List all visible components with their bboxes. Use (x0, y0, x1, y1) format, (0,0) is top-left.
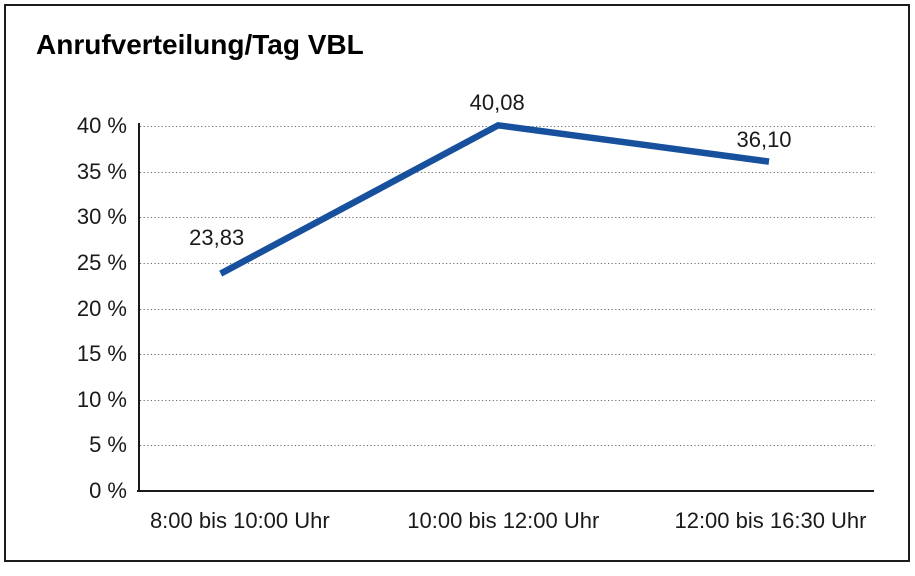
chart-title: Anrufverteilung/Tag VBL (36, 29, 364, 60)
y-tick-label: 5 % (89, 432, 127, 458)
y-tick-label: 40 % (76, 113, 127, 138)
data-label: 40,08 (469, 90, 525, 116)
x-category-label: 10:00 bis 12:00 Uhr (407, 508, 600, 533)
y-tick-label: 20 % (76, 295, 127, 321)
y-tick-label: 30 % (76, 204, 127, 230)
data-series-line (219, 121, 770, 277)
y-tick-label: 35 % (76, 158, 127, 184)
y-tick-label: 25 % (76, 249, 127, 275)
data-label: 36,10 (736, 126, 792, 152)
y-tick-label: 0 % (89, 478, 127, 503)
chart-border (4, 4, 910, 562)
x-category-label: 12:00 bis 16:30 Uhr (674, 508, 867, 533)
y-tick-label: 15 % (76, 341, 127, 367)
y-tick-label: 10 % (76, 386, 127, 412)
data-label: 23,83 (189, 224, 245, 250)
x-category-label: 8:00 bis 10:00 Uhr (149, 508, 330, 533)
